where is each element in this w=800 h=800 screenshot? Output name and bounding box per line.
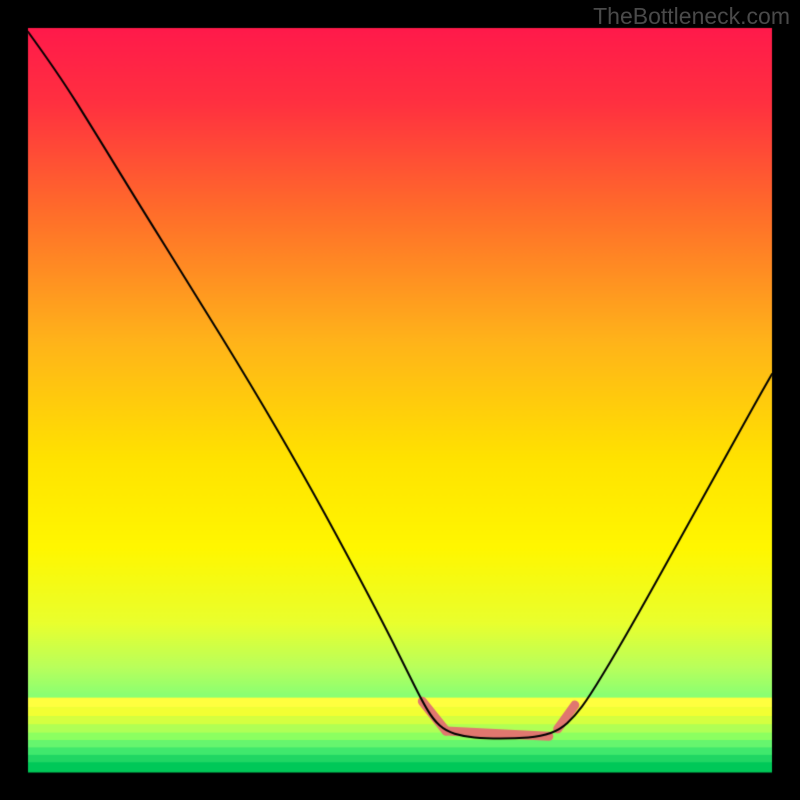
chart-stage: TheBottleneck.com bbox=[0, 0, 800, 800]
watermark-text: TheBottleneck.com bbox=[593, 3, 790, 30]
bottleneck-curve bbox=[0, 0, 800, 800]
